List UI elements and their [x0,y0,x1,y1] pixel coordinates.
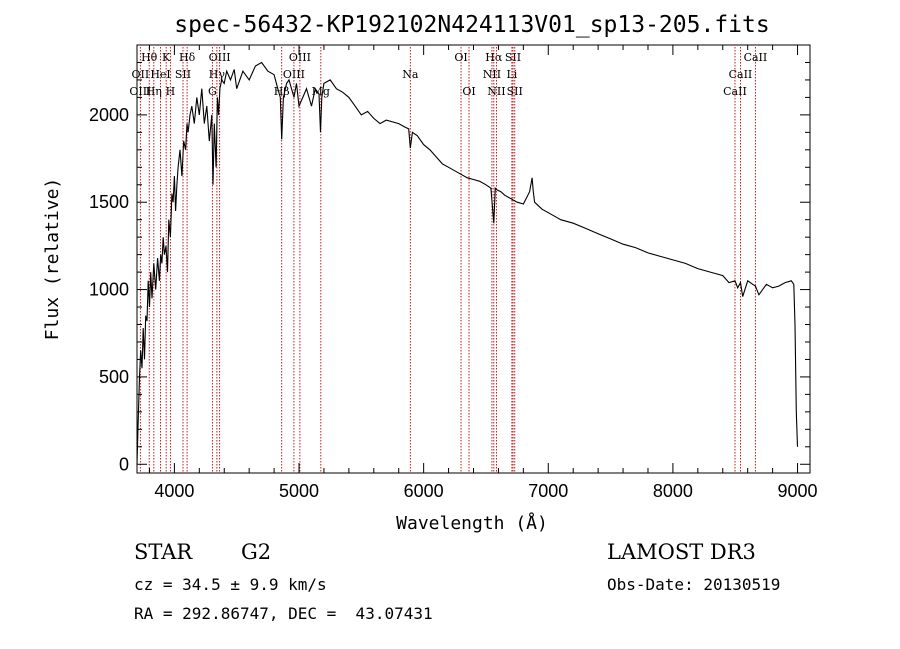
line-marker-label: Na [402,68,419,81]
y-tick-label: 0 [119,454,129,474]
line-marker-label: OII [132,68,150,81]
line-marker-label: OIII [283,68,305,81]
line-marker-label: Hγ [209,68,226,81]
line-marker-label: H [166,85,176,98]
x-tick-label: 7000 [528,481,568,501]
line-marker-label: Hη [146,85,162,98]
x-tick-label: 9000 [778,481,818,501]
y-tick-label: 1000 [89,280,129,300]
x-tick-label: 8000 [653,481,693,501]
y-tick-label: 1500 [89,192,129,212]
line-marker-label: SII [507,85,523,98]
line-marker-label: Hβ [274,85,290,98]
line-marker-label: NII [487,85,505,98]
line-marker-label: Hθ [141,51,158,64]
spectral-subclass: G2 [241,540,272,564]
line-marker-label: SII [505,51,521,64]
line-marker-label: OIII [129,85,151,98]
line-marker-label: Li [506,68,517,81]
x-axis: 4000 5000 6000 7000 8000 9000 [148,45,818,501]
chart-title: spec-56432-KP192102N424113V01_sp13-205.f… [174,12,769,38]
line-marker-label: HeI [150,68,170,81]
line-marker-label: CaII [729,68,753,81]
line-marker-label: OI [454,51,467,64]
y-axis-label: Flux (relative) [42,178,63,341]
survey-name: LAMOST DR3 [607,540,756,564]
line-marker-label: OIII [289,51,311,64]
line-marker-label: Hδ [179,51,196,64]
line-marker-label: Mg [312,85,330,98]
line-marker-label: NII [483,68,501,81]
plot-frame [136,44,811,474]
sky-coordinates: RA = 292.86747, DEC = 43.07431 [134,604,433,623]
spectrum-line [136,61,799,465]
line-marker-label: OIII [209,51,231,64]
y-tick-label: 2000 [89,105,129,125]
x-axis-label: Wavelength (Å) [396,512,548,534]
line-marker-label: G [208,85,217,98]
x-tick-label: 5000 [279,481,319,501]
x-tick-label: 6000 [404,481,444,501]
line-marker-label: Hα [485,51,503,64]
redshift-cz: cz = 34.5 ± 9.9 km/s [134,575,327,594]
line-marker-label: SII [175,68,191,81]
observation-date: Obs-Date: 20130519 [607,575,781,594]
x-tick-label: 4000 [154,481,194,501]
y-tick-label: 500 [99,367,129,387]
object-type: STAR [134,540,193,564]
line-markers: Hθ OII OIII K HeI Hη SII H Hδ OIII Hγ G Hβ OIII OIII Mg… [129,47,767,473]
line-marker-label: CaII [744,51,768,64]
line-marker-label: CaII [723,85,747,98]
line-marker-label: K [162,51,171,64]
y-axis: 0 500 1000 1500 2000 [89,61,810,474]
line-marker-label: OI [462,85,475,98]
